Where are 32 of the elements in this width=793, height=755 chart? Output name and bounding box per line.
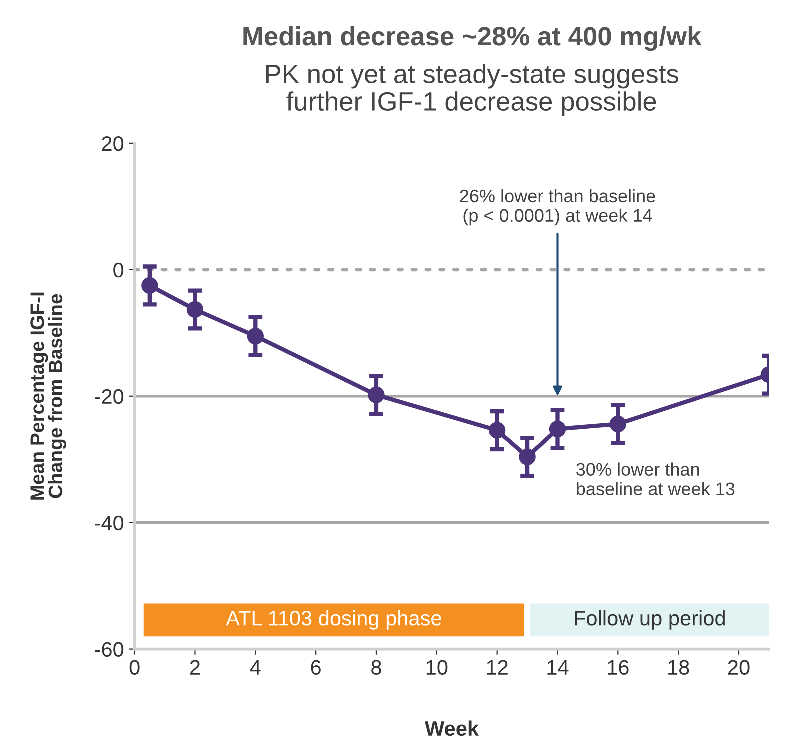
x-tick-label: 8 [372, 660, 382, 676]
point [142, 277, 158, 294]
x-tick-label: 10 [426, 660, 448, 676]
y-tick-label: 0 [114, 262, 124, 278]
annotation: 26% lower than baseline (p < 0.0001) at week 14 [460, 189, 656, 226]
x-tick-label: 16 [608, 660, 629, 676]
x-tick-label: 2 [190, 660, 200, 675]
chart-subtitle: PK not yet at steady-state suggests further IGF-1 decrease possible [266, 64, 678, 116]
band-label: Follow up period [575, 610, 725, 630]
point [368, 386, 385, 404]
y-tick-label: -60 [95, 642, 124, 658]
x-tick-label: 18 [668, 660, 690, 676]
y-tick-label: -40 [95, 516, 124, 531]
y-axis-title: Mean Percentage IGF-I Change from Baseline [30, 292, 67, 500]
point [186, 301, 204, 318]
point [519, 448, 536, 466]
x-tick-label: 12 [487, 660, 508, 675]
y-tick-label: -20 [95, 389, 124, 404]
point [247, 328, 264, 345]
annotation: 30% lower than baseline at week 13 [576, 462, 735, 496]
x-tick-label: 20 [728, 660, 750, 676]
x-tick-label: 14 [548, 660, 569, 675]
x-tick-label: 6 [311, 660, 321, 676]
point [549, 420, 566, 438]
chart-title: Median decrease ~28% at 400 mg/wk [244, 26, 702, 52]
x-tick-label: 0 [130, 660, 140, 676]
y-tick-label: 20 [102, 136, 124, 152]
point [610, 416, 626, 433]
point [488, 422, 506, 439]
x-tick-label: 4 [250, 660, 261, 675]
x-axis-title: Week [425, 720, 480, 736]
band-label: ATL 1103 dosing phase [226, 610, 442, 630]
